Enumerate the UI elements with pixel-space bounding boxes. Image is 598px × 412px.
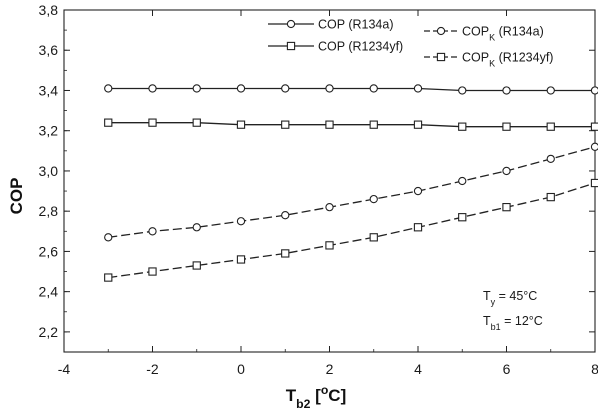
x-tick-label: -4 <box>58 361 71 377</box>
data-point <box>502 86 511 95</box>
data-point <box>192 261 201 270</box>
data-point <box>546 192 555 202</box>
series-2 <box>104 118 598 131</box>
data-point <box>104 118 113 127</box>
data-point <box>458 176 467 186</box>
x-tick-label: 4 <box>414 361 422 377</box>
data-point <box>236 255 246 264</box>
data-point <box>236 217 246 226</box>
legend-marker <box>286 19 296 29</box>
data-point <box>281 120 290 129</box>
data-point <box>325 203 334 212</box>
data-point <box>502 122 511 131</box>
data-point <box>369 194 378 204</box>
x-tick-label: -2 <box>146 361 159 377</box>
data-point <box>104 273 113 282</box>
data-point <box>325 120 334 129</box>
data-point <box>281 84 290 93</box>
x-tick-label: 0 <box>237 361 245 377</box>
data-point <box>369 233 378 242</box>
data-point <box>281 249 290 258</box>
data-point <box>413 223 423 232</box>
y-axis-title: COP <box>7 178 26 215</box>
series-1 <box>104 84 598 95</box>
data-point <box>590 178 598 188</box>
data-point <box>325 84 334 93</box>
series-line <box>108 146 596 238</box>
y-tick-label: 2,8 <box>39 203 59 219</box>
series-layer <box>104 84 598 282</box>
y-tick-label: 3,4 <box>39 82 59 98</box>
y-tick-label: 3,0 <box>39 163 59 179</box>
legend-entry: COP (R1234yf) <box>268 40 403 54</box>
data-point <box>590 86 598 95</box>
data-point <box>413 84 423 93</box>
data-point <box>590 122 598 131</box>
data-point <box>502 166 511 176</box>
legend-entry: COPK (R134a) <box>424 25 544 43</box>
conditions-annotation: Ty = 45°C Tb1 = 12°C <box>483 289 543 332</box>
data-point <box>281 211 290 220</box>
data-point <box>236 84 246 93</box>
x-axis-title: Tb2 [oC] <box>286 383 347 411</box>
data-point <box>546 86 555 95</box>
y-tick-label: 2,4 <box>39 284 59 300</box>
x-tick-label: 6 <box>503 361 511 377</box>
x-axis: -4 -2 0 2 4 6 8 <box>58 10 598 377</box>
annotation-text: Ty = 45°C <box>483 289 537 307</box>
y-tick-label: 2,2 <box>39 324 59 340</box>
series-3 <box>104 142 598 242</box>
series-line <box>108 182 596 279</box>
legend-label: COPK (R134a) <box>462 25 544 43</box>
legend-label: COP (R134a) <box>318 18 394 32</box>
data-point <box>413 120 423 129</box>
annotation-text: Tb1 = 12°C <box>483 314 543 332</box>
legend: COP (R134a) COP (R1234yf) COPK (R134a) COPK… <box>268 18 553 69</box>
data-point <box>590 142 598 151</box>
data-point <box>192 84 201 93</box>
data-point <box>546 154 555 164</box>
data-point <box>148 118 157 127</box>
data-point <box>148 84 157 93</box>
data-point <box>104 84 113 93</box>
legend-marker <box>286 41 296 51</box>
legend-marker <box>436 52 446 62</box>
data-point <box>148 267 157 276</box>
data-point <box>458 213 467 222</box>
legend-entry: COP (R134a) <box>268 18 394 32</box>
y-axis: 2,2 2,4 2,6 2,8 3,0 3,2 3,4 3,6 3,8 <box>39 2 595 353</box>
y-tick-label: 3,6 <box>39 42 59 58</box>
data-point <box>413 186 423 196</box>
data-point <box>458 122 467 131</box>
y-tick-label: 3,8 <box>39 2 59 18</box>
data-point <box>546 122 555 131</box>
series-4 <box>104 178 598 282</box>
x-tick-label: 8 <box>591 361 598 377</box>
data-point <box>104 233 113 242</box>
data-point <box>192 118 201 127</box>
data-point <box>148 227 157 236</box>
legend-marker <box>436 26 446 36</box>
series-line <box>108 122 595 128</box>
data-point <box>458 86 467 95</box>
legend-label: COPK (R1234yf) <box>462 51 553 69</box>
data-point <box>192 223 201 232</box>
series-line <box>108 87 595 92</box>
data-point <box>325 241 334 250</box>
data-point <box>369 120 378 129</box>
data-point <box>502 203 511 212</box>
legend-entry: COPK (R1234yf) <box>424 51 553 69</box>
data-point <box>369 84 378 93</box>
x-tick-label: 2 <box>326 361 334 377</box>
y-tick-label: 2,6 <box>39 243 59 259</box>
data-point <box>236 120 246 129</box>
y-tick-label: 3,2 <box>39 123 59 139</box>
legend-label: COP (R1234yf) <box>318 40 403 54</box>
